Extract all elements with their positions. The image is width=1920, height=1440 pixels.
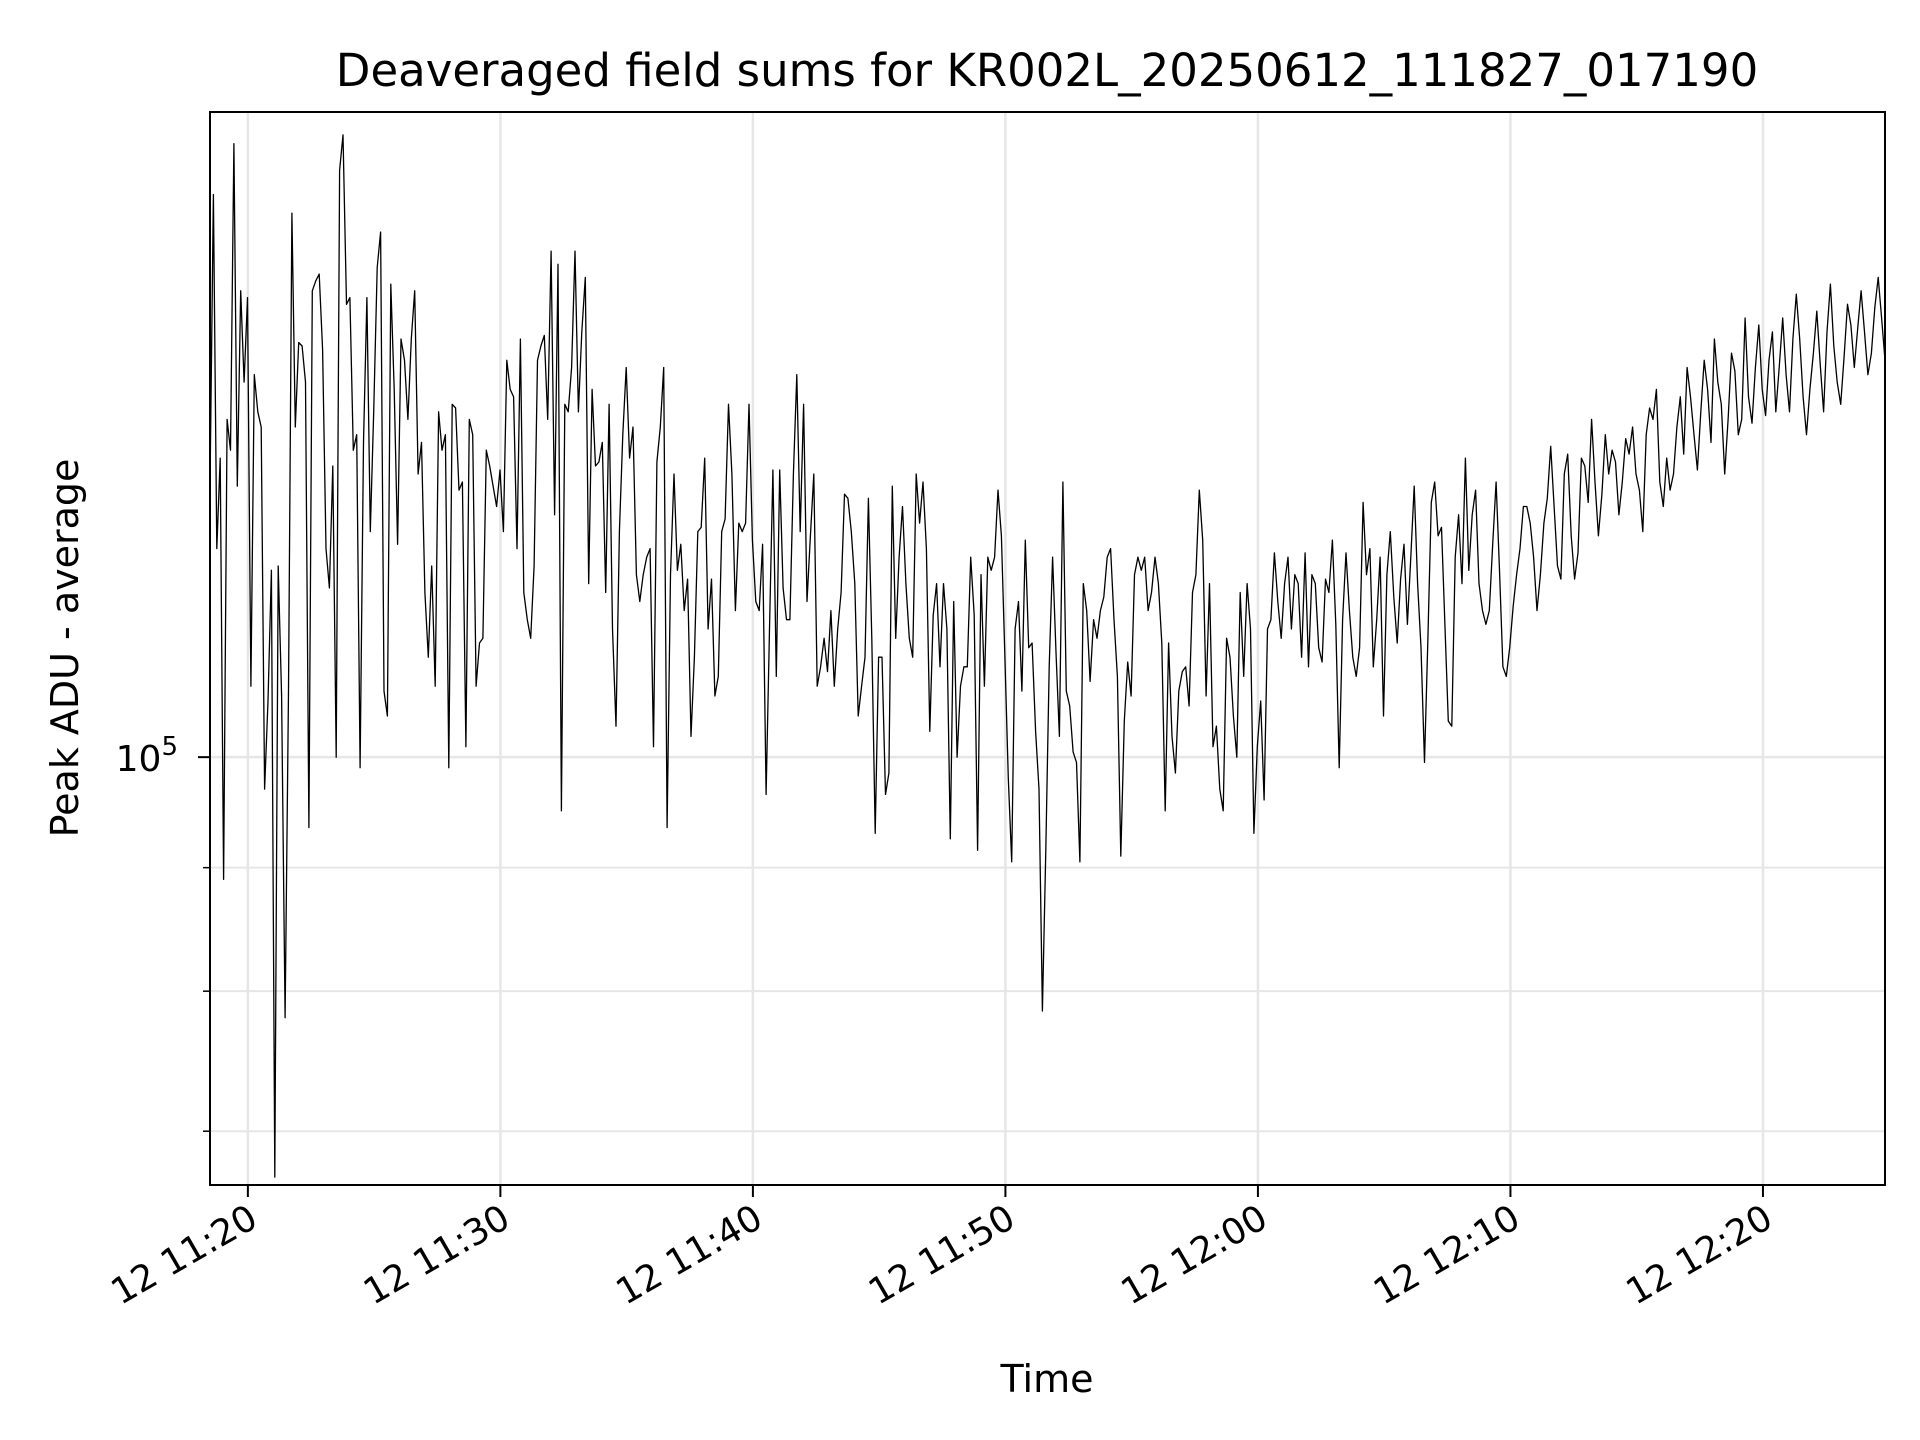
x-tick-label: 12 12:00 [1114,1197,1274,1313]
x-tick-label: 12 11:50 [862,1197,1022,1313]
series-line [209,134,1886,1178]
plot-frame [209,111,1886,1186]
x-tick-label: 12 11:40 [609,1197,769,1313]
y-tick-label-exponent: 5 [161,732,178,762]
x-axis-ticks: 12 11:20 12 11:30 12 11:40 12 11:50 12 12:00… [104,1185,1779,1313]
x-tick-label: 12 12:20 [1620,1197,1780,1313]
x-tick-label: 12 11:30 [357,1197,517,1313]
x-tick-label: 12 12:10 [1367,1197,1527,1313]
chart-title: Deaveraged field sums for KR002L_2025061… [336,44,1758,97]
y-tick-label-base: 10 [116,739,162,780]
grid [210,112,1885,1185]
y-axis-ticks: 105 [116,732,210,1132]
x-axis-label: Time [1000,1357,1094,1401]
x-tick-label: 12 11:20 [104,1197,264,1313]
y-axis-label: Peak ADU - average [43,459,87,838]
y-tick-label: 105 [116,732,178,780]
